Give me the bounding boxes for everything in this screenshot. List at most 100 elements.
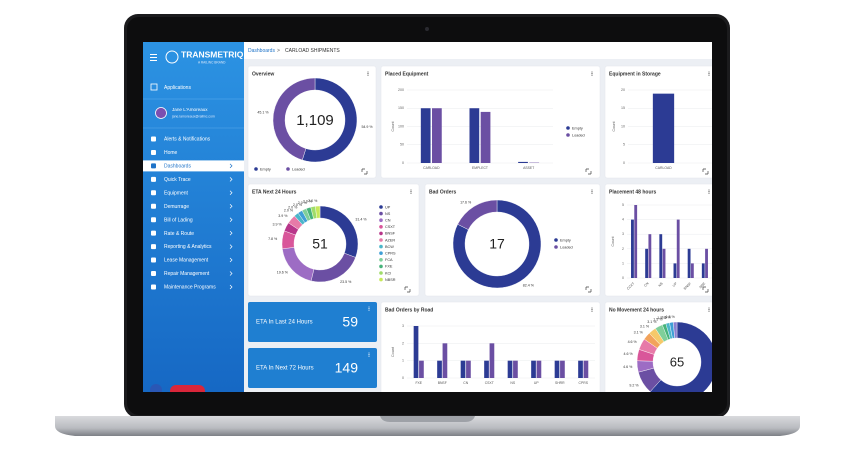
menu-item[interactable]: Reporting & Analytics <box>164 244 212 250</box>
kpi-value: 149 <box>335 360 359 376</box>
bar <box>413 326 419 378</box>
menu-dot <box>591 73 593 75</box>
bar <box>554 360 560 378</box>
expand-icon <box>361 168 368 175</box>
menu-item[interactable]: Home <box>164 150 178 156</box>
bar <box>420 108 431 163</box>
hamburger[interactable] <box>150 54 157 61</box>
menu-dot <box>367 71 369 73</box>
menu-item[interactable]: Lease Management <box>164 258 209 264</box>
menu-icon <box>151 284 156 290</box>
legend-swatch <box>286 167 290 171</box>
y-axis-label: Count <box>611 235 615 246</box>
bar <box>442 343 448 378</box>
data-label: 2.0 % <box>288 205 298 209</box>
legend-swatch <box>254 167 258 171</box>
menu-dot <box>591 191 593 193</box>
menu-item[interactable]: Demurrage <box>164 204 189 210</box>
bar <box>652 93 675 163</box>
menu-dot <box>708 192 710 194</box>
bar <box>489 343 495 378</box>
x-tick-label: CARLOAD <box>423 166 440 170</box>
legend-label: UP <box>385 205 391 209</box>
legend-swatch <box>379 225 383 229</box>
menu-item[interactable]: Alerts & Notifications <box>164 137 211 143</box>
menu-item[interactable]: Quick Trace <box>164 177 191 183</box>
menu-dot <box>591 192 593 194</box>
data-label: 1.5 % <box>653 317 663 321</box>
menu-dot <box>368 308 370 310</box>
data-label: 2.0 % <box>303 200 313 204</box>
bar <box>687 248 691 278</box>
menu-item[interactable]: Maintenance Programs <box>164 285 216 291</box>
y-tick-label: 1 <box>402 359 404 363</box>
menu-dot <box>591 310 593 312</box>
expand-icon <box>702 286 709 293</box>
data-label: 19.6 % <box>277 271 289 275</box>
donut-segment <box>272 77 316 161</box>
menu-item[interactable]: Dashboards <box>164 164 191 170</box>
bar <box>673 263 677 278</box>
expand-icon <box>702 168 709 175</box>
x-tick-label: CN <box>463 381 468 385</box>
bar <box>150 60 157 61</box>
bar <box>705 248 708 278</box>
menu-item[interactable]: Bill of Lading <box>164 217 193 223</box>
breadcrumb-separator: > <box>277 48 280 54</box>
chevron <box>229 163 233 169</box>
menu-item[interactable]: Rate & Route <box>164 231 194 237</box>
bar <box>560 360 565 378</box>
y-tick-label: 4 <box>622 218 624 222</box>
menu-dot <box>708 191 710 193</box>
y-tick-label: 200 <box>398 88 404 92</box>
menu-dot <box>367 74 369 76</box>
chat-button[interactable] <box>150 384 162 396</box>
applications[interactable]: Applications <box>164 85 191 91</box>
bar <box>662 248 666 278</box>
breadcrumb-parent[interactable]: Dashboards <box>248 48 275 54</box>
bar <box>518 161 528 163</box>
menu-item[interactable]: Equipment <box>164 190 189 196</box>
donut-segment <box>649 321 712 392</box>
chevron <box>229 271 233 276</box>
y-tick-label: 5 <box>622 203 624 207</box>
data-label: 2.0 % <box>284 208 294 212</box>
x-tick-label: FXE <box>415 381 422 385</box>
data-label: 3.1 % <box>640 325 650 329</box>
data-label: 1.5 % <box>657 316 667 320</box>
legend-label: NBSR <box>385 278 396 282</box>
legend-label: Loaded <box>292 167 305 171</box>
legend-label: Empty <box>560 238 571 242</box>
legend-label: CSXT <box>385 225 396 229</box>
bar <box>460 360 466 378</box>
kpi-card <box>248 302 377 342</box>
alert-pill[interactable] <box>170 385 205 397</box>
y-tick-label: 10 <box>621 124 625 128</box>
legend-label: NS <box>385 212 391 216</box>
brand: TRANSMETRIQ <box>181 49 244 59</box>
data-label: 1.5 % <box>666 315 676 319</box>
donut-center: 1,109 <box>296 112 334 129</box>
x-tick-label: CPRS <box>579 381 589 385</box>
data-label: 2.0 % <box>308 199 318 203</box>
menu-icon <box>151 136 156 142</box>
menu-active-bg <box>143 160 244 172</box>
bar <box>659 234 663 278</box>
sidebar <box>143 42 244 392</box>
menu-icon <box>151 271 156 276</box>
bar <box>676 219 680 278</box>
menu-item[interactable]: Repair Management <box>164 271 210 277</box>
y-tick-label: 3 <box>402 324 404 328</box>
menu-icon <box>151 163 156 169</box>
data-label: 4.6 % <box>623 365 633 369</box>
donut-segment <box>315 205 321 219</box>
card-title: Placed Equipment <box>385 71 429 77</box>
legend-swatch <box>566 133 570 137</box>
legend-label: Empty <box>260 167 271 171</box>
kpi-title: ETA In Last 24 Hours <box>256 320 313 326</box>
bar <box>150 57 157 58</box>
card-title: Bad Orders by Road <box>385 307 433 313</box>
legend-swatch <box>379 218 383 222</box>
data-label: 7.8 % <box>268 237 278 241</box>
